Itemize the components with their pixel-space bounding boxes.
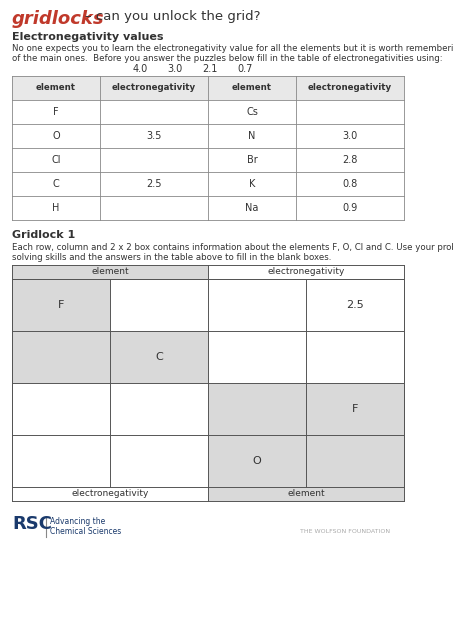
Text: 0.9: 0.9 [342, 203, 357, 213]
Bar [12, 383, 110, 435]
Bar [208, 383, 306, 435]
Text: Advancing the: Advancing the [50, 517, 105, 526]
Text: Chemical Sciences: Chemical Sciences [50, 527, 121, 536]
Bar [306, 331, 404, 383]
Text: gridlocks: gridlocks [12, 10, 105, 28]
Text: Na: Na [246, 203, 259, 213]
Bar [12, 487, 208, 501]
Bar [12, 331, 110, 383]
Text: N: N [248, 131, 255, 141]
Text: element: element [36, 83, 76, 93]
Text: F: F [352, 404, 358, 414]
Text: 2.5: 2.5 [346, 300, 364, 310]
Text: electronegativity: electronegativity [71, 490, 149, 499]
Text: K: K [249, 179, 255, 189]
Text: RSC: RSC [12, 515, 52, 533]
Bar [110, 279, 208, 331]
Bar [208, 265, 404, 279]
Text: Cl: Cl [51, 155, 61, 165]
Text: of the main ones.  Before you answer the puzzles below fill in the table of elec: of the main ones. Before you answer the … [12, 54, 443, 63]
Text: THE WOLFSON FOUNDATION: THE WOLFSON FOUNDATION [300, 529, 390, 534]
Bar [12, 279, 110, 331]
Text: H: H [52, 203, 60, 213]
Bar [12, 435, 110, 487]
Text: electronegativity: electronegativity [112, 83, 196, 93]
Text: 2.5: 2.5 [146, 179, 162, 189]
Bar [208, 331, 306, 383]
Text: – can you unlock the grid?: – can you unlock the grid? [85, 10, 260, 23]
Bar [208, 487, 404, 501]
Bar [208, 76, 296, 100]
Bar [306, 383, 404, 435]
Bar [208, 435, 306, 487]
Text: element: element [287, 490, 325, 499]
Text: 3.5: 3.5 [146, 131, 162, 141]
Text: electronegativity: electronegativity [267, 268, 345, 276]
Bar [100, 76, 208, 100]
Text: F: F [53, 107, 59, 117]
Text: 3.0: 3.0 [167, 64, 183, 74]
Text: C: C [53, 179, 59, 189]
Bar [110, 331, 208, 383]
Text: element: element [232, 83, 272, 93]
Bar [306, 279, 404, 331]
Text: Cs: Cs [246, 107, 258, 117]
Bar [110, 383, 208, 435]
Text: 3.0: 3.0 [342, 131, 357, 141]
Text: No one expects you to learn the electronegativity value for all the elements but: No one expects you to learn the electron… [12, 44, 453, 53]
Text: Electronegativity values: Electronegativity values [12, 32, 164, 42]
Bar [110, 435, 208, 487]
Text: element: element [91, 268, 129, 276]
Bar [12, 76, 100, 100]
Text: Br: Br [246, 155, 257, 165]
Text: Gridlock 1: Gridlock 1 [12, 230, 75, 240]
Text: Each row, column and 2 x 2 box contains information about the elements F, O, Cl : Each row, column and 2 x 2 box contains … [12, 243, 453, 252]
Text: 4.0: 4.0 [132, 64, 148, 74]
Text: solving skills and the answers in the table above to fill in the blank boxes.: solving skills and the answers in the ta… [12, 253, 332, 262]
Bar [306, 435, 404, 487]
Text: O: O [253, 456, 261, 466]
Text: F: F [58, 300, 64, 310]
Bar [208, 279, 306, 331]
Text: 0.7: 0.7 [237, 64, 253, 74]
Text: C: C [155, 352, 163, 362]
Text: 0.8: 0.8 [342, 179, 357, 189]
Bar [12, 265, 208, 279]
Text: 2.8: 2.8 [342, 155, 358, 165]
Text: electronegativity: electronegativity [308, 83, 392, 93]
Bar [296, 76, 404, 100]
Text: O: O [52, 131, 60, 141]
Text: 2.1: 2.1 [202, 64, 218, 74]
